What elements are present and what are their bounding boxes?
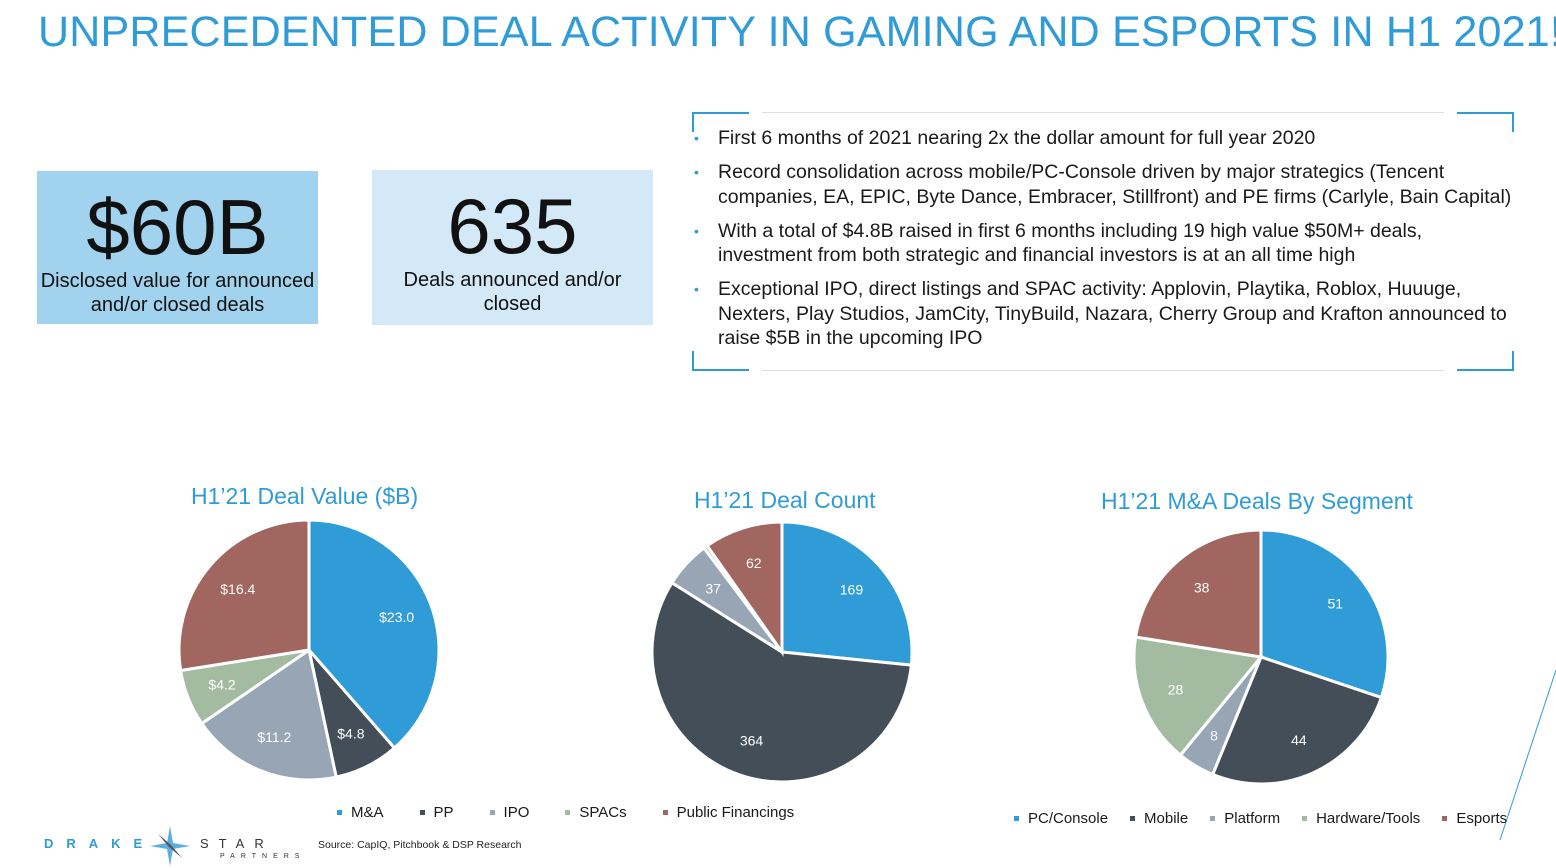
pie-data-label: 38 [1194,579,1210,595]
kpi-value: 635 [447,182,578,270]
pie-data-label: $4.2 [208,677,235,693]
legend-label: PC/Console [1028,810,1109,827]
pie-slice-pp [650,580,913,784]
legend-label: M&A [351,804,384,821]
legend-swatch [1210,816,1216,821]
pie-data-label: $4.8 [337,726,364,742]
logo-drake: DRAKE [44,836,156,851]
page-title: UNPRECEDENTED DEAL ACTIVITY IN GAMING AN… [38,8,1556,56]
bracket-corner [692,351,749,371]
bullet-item: With a total of $4.8B raised in first 6 … [694,219,1518,268]
legend-swatch [489,810,495,815]
pie-data-label: $11.2 [257,729,291,745]
legend-swatch [1302,816,1308,821]
legend-label: PP [433,804,454,821]
pie-slice-esports [1133,528,1263,659]
pie-data-label: 44 [1291,732,1307,748]
legend-segments: PC/Console Mobile Platform Hardware/Tool… [1014,810,1529,827]
legend-item: PC/Console [1014,810,1108,827]
chart-title-deal-count: H1’21 Deal Count [694,487,876,513]
pie-slice-public-financings [177,518,311,673]
pie-data-label: $16.4 [220,581,255,597]
divider [762,112,1444,113]
legend-swatch [565,810,571,815]
kpi-deal-value: $60B Disclosed value for announced and/o… [37,171,318,324]
compass-star-icon [150,826,190,866]
pie-data-label: 37 [705,581,721,597]
legend-swatch [419,810,425,815]
legend-swatch [1130,816,1136,821]
legend-item: Platform [1210,810,1280,827]
chart-title-deal-value: H1’21 Deal Value ($B) [191,483,419,509]
highlights-box: First 6 months of 2021 nearing 2x the do… [692,112,1514,371]
legend-label: Mobile [1144,810,1189,827]
legend-swatch [337,810,342,815]
pie-data-label: $23.0 [379,609,414,625]
pie-slice-mobile [1210,655,1384,786]
pie-data-label: 62 [746,555,762,571]
pie-slice-ipo [199,647,338,782]
legend-item: PP [419,804,454,821]
logo-star: STAR [200,836,274,851]
pie-slice-pc-console [1259,528,1390,700]
decorative-line [1499,669,1556,841]
pie-data-label: 169 [840,581,864,597]
legend-swatch [662,810,668,815]
legend-item: Hardware/Tools [1302,810,1420,827]
legend-label: Esports [1456,810,1508,827]
legend-item: Esports [1442,810,1507,827]
pie-data-label: 28 [1168,681,1184,697]
legend-item: Public Financings [662,804,795,821]
legend-swatch [1014,816,1019,821]
legend-item: SPACs [565,804,627,821]
bullet-item: First 6 months of 2021 nearing 2x the do… [694,126,1518,151]
legend-item: M&A [337,804,384,821]
pie-data-label: 364 [740,733,764,749]
kpi-deal-count: 635 Deals announced and/or closed [372,170,653,325]
legend-label: Public Financings [676,804,795,821]
legend-label: SPACs [579,804,627,821]
legend-deals: M&A PP IPO SPACs Public Financings [337,804,830,821]
pie-slice-public-financings [705,520,784,657]
pie-data-label: 51 [1327,596,1343,612]
bracket-corner [1457,351,1514,371]
legend-label: Hardware/Tools [1316,810,1421,827]
divider [762,370,1444,371]
kpi-label: Deals announced and/or closed [403,269,622,315]
bracket-corner [692,112,749,132]
chart-title-segment: H1’21 M&A Deals By Segment [1101,488,1413,514]
legend-item: Mobile [1130,810,1188,827]
pie-data-label: 8 [1210,727,1218,743]
pie-slice-hardware-tools [1132,635,1264,758]
kpi-label: Disclosed value for announced and/or clo… [40,270,315,316]
source-note: Source: CapIQ, Pitchbook & DSP Research [318,839,522,851]
legend-label: IPO [503,804,530,821]
legend-item: IPO [489,804,530,821]
kpi-value: $60B [86,183,269,271]
bracket-corner [1457,112,1514,132]
pie-slice-m-a [780,520,914,667]
bullet-item: Record consolidation across mobile/PC-Co… [694,160,1518,209]
logo-partners: PARTNERS [220,853,306,860]
legend-swatch [1442,816,1448,821]
pie-slice-m-a [307,518,441,751]
legend-label: Platform [1224,810,1281,827]
bullet-item: Exceptional IPO, direct listings and SPA… [694,277,1518,351]
